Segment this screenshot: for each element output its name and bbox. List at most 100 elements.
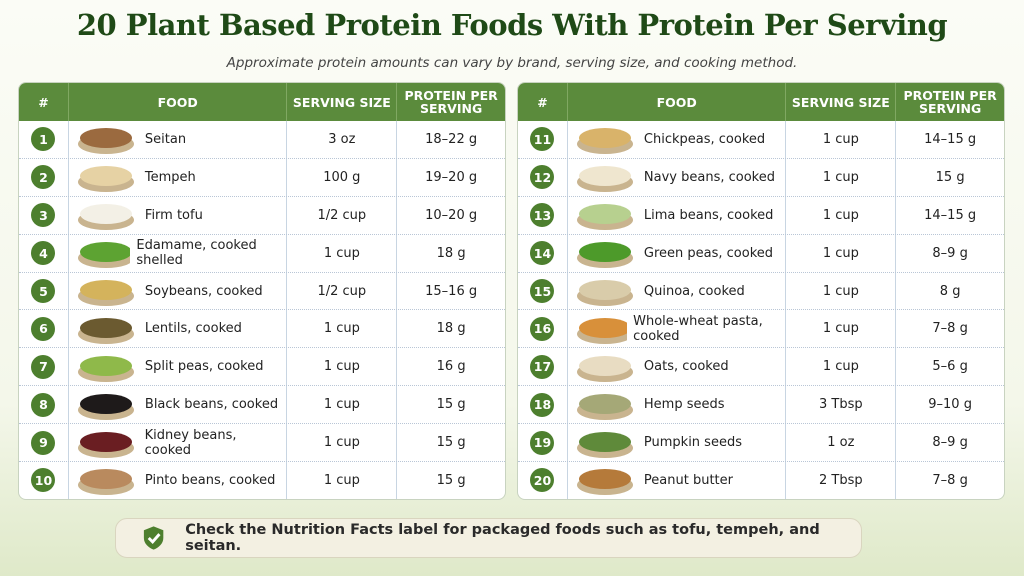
- protein-amount: 15 g: [436, 397, 466, 413]
- serving-size: 1 cup: [287, 310, 398, 348]
- food-image: [576, 280, 633, 306]
- row-number: 16: [530, 316, 555, 341]
- food-cell: Split peas, cooked: [69, 348, 288, 386]
- table-row: 5 Soybeans, cooked 1/2 cup 15–16 g: [19, 272, 505, 311]
- table-row: 6 Lentils, cooked 1 cup 18 g: [19, 310, 505, 349]
- number-cell: 9: [19, 424, 69, 462]
- row-number: 4: [31, 241, 56, 266]
- protein-amount: 16 g: [436, 359, 466, 375]
- food-name: Seitan: [144, 131, 187, 147]
- protein-amount: 9–10 g: [928, 397, 972, 413]
- serving-size: 1/2 cup: [287, 272, 398, 310]
- table-row: 17 Oats, cooked 1 cup 5–6 g: [518, 348, 1004, 387]
- serving-size: 3 oz: [287, 121, 398, 158]
- food-image: [77, 242, 131, 269]
- food-name: Firm tofu: [144, 207, 203, 223]
- protein-amount: 5–6 g: [932, 359, 968, 375]
- serving-size: 1 oz: [786, 424, 897, 462]
- food-table: # FOOD SERVING SIZE PROTEIN PER SERVING 11 Ch…: [517, 82, 1005, 500]
- table-row: 19 Pumpkin seeds 1 oz 8–9 g: [518, 424, 1004, 463]
- protein-amount: 8–9 g: [932, 245, 968, 261]
- serving-size: 100 g: [287, 158, 398, 196]
- serving-size: 1 cup: [786, 310, 897, 348]
- protein-amount: 7–8 g: [932, 472, 968, 488]
- serving-size: 1 cup: [786, 272, 897, 310]
- food-name: Kidney beans, cooked: [144, 427, 237, 458]
- food-cell: Soybeans, cooked: [69, 272, 288, 310]
- food-name: Green peas, cooked: [643, 245, 774, 261]
- number-cell: 12: [518, 158, 568, 196]
- table-row: 4 Edamame, cooked shelled 1 cup 18 g: [19, 234, 505, 273]
- serving-size: 1 cup: [287, 234, 398, 272]
- food-name: Soybeans, cooked: [144, 283, 263, 299]
- number-cell: 4: [19, 234, 69, 272]
- food-name: Whole-wheat pasta, cooked: [633, 313, 763, 344]
- column-header: FOOD: [69, 83, 288, 121]
- food-cell: Black beans, cooked: [69, 386, 288, 424]
- food-cell: Lentils, cooked: [69, 310, 288, 348]
- food-name: Pinto beans, cooked: [144, 472, 276, 488]
- table-row: 10 Pinto beans, cooked 1 cup 15 g: [19, 462, 505, 499]
- table-row: 14 Green peas, cooked 1 cup 8–9 g: [518, 234, 1004, 273]
- table-row: 16 Whole-wheat pasta, cooked 1 cup 7–8 g: [518, 310, 1004, 349]
- food-image: [77, 317, 134, 344]
- footer-note-box: Check the Nutrition Facts label for pack…: [115, 518, 862, 558]
- number-cell: 10: [19, 462, 69, 499]
- food-name: Pumpkin seeds: [643, 435, 742, 451]
- table-row: 7 Split peas, cooked 1 cup 16 g: [19, 348, 505, 387]
- number-cell: 17: [518, 348, 568, 386]
- check-icon: [143, 526, 164, 550]
- subtitle: Approximate protein amounts can vary by …: [226, 55, 798, 71]
- food-name: Peanut butter: [643, 472, 733, 488]
- food-image: [576, 431, 633, 458]
- table-row: 13 Lima beans, cooked 1 cup 14–15 g: [518, 196, 1004, 235]
- food-cell: Chickpeas, cooked: [568, 121, 787, 158]
- serving-size: 1/2 cup: [287, 196, 398, 234]
- serving-size: 1 cup: [786, 348, 897, 386]
- food-image: [576, 166, 633, 193]
- table-row: 9 Kidney beans, cooked 1 cup 15 g: [19, 424, 505, 463]
- food-table: # FOOD SERVING SIZE PROTEIN PER SERVING 1 Sei…: [18, 82, 506, 500]
- column-header: SERVING SIZE: [287, 83, 398, 121]
- table-row: 8 Black beans, cooked 1 cup 15 g: [19, 386, 505, 425]
- row-number: 3: [31, 203, 56, 228]
- food-image: [77, 393, 134, 420]
- header-row: # FOOD SERVING SIZE PROTEIN PER SERVING: [19, 83, 505, 121]
- number-cell: 7: [19, 348, 69, 386]
- food-image: [77, 166, 134, 193]
- food-image: [576, 242, 633, 269]
- number-cell: 11: [518, 121, 568, 158]
- row-number: 18: [530, 392, 555, 417]
- food-image: [576, 355, 633, 382]
- serving-size: 2 Tbsp: [786, 462, 897, 499]
- food-name: Edamame, cooked shelled: [136, 238, 257, 269]
- food-image: [77, 128, 134, 155]
- protein-amount: 15 g: [436, 472, 466, 488]
- food-name: Quinoa, cooked: [643, 283, 745, 299]
- row-number: 20: [530, 468, 555, 493]
- food-image: [77, 469, 134, 496]
- food-cell: Kidney beans, cooked: [69, 424, 288, 462]
- protein-amount: 18 g: [436, 321, 466, 337]
- serving-size: 1 cup: [287, 462, 398, 499]
- food-cell: Green peas, cooked: [568, 234, 787, 272]
- food-cell: Tempeh: [69, 158, 288, 196]
- serving-size: 1 cup: [287, 348, 398, 386]
- food-name: Lima beans, cooked: [643, 207, 774, 223]
- header-row: # FOOD SERVING SIZE PROTEIN PER SERVING: [518, 83, 1004, 121]
- number-cell: 1: [19, 121, 69, 158]
- serving-size: 1 cup: [786, 158, 897, 196]
- protein-amount: 8 g: [939, 283, 961, 299]
- number-cell: 15: [518, 272, 568, 310]
- column-header: FOOD: [568, 83, 787, 121]
- column-header: PROTEIN PER SERVING: [404, 88, 498, 116]
- table-row: 15 Quinoa, cooked 1 cup 8 g: [518, 272, 1004, 311]
- food-cell: Whole-wheat pasta, cooked: [568, 310, 787, 348]
- protein-amount: 15 g: [935, 169, 965, 185]
- food-cell: Pinto beans, cooked: [69, 462, 288, 499]
- row-number: 7: [31, 354, 56, 379]
- row-number: 1: [31, 127, 56, 152]
- protein-amount: 19–20 g: [425, 169, 478, 185]
- footer-note: Check the Nutrition Facts label for pack…: [185, 522, 820, 554]
- food-name: Navy beans, cooked: [643, 169, 775, 185]
